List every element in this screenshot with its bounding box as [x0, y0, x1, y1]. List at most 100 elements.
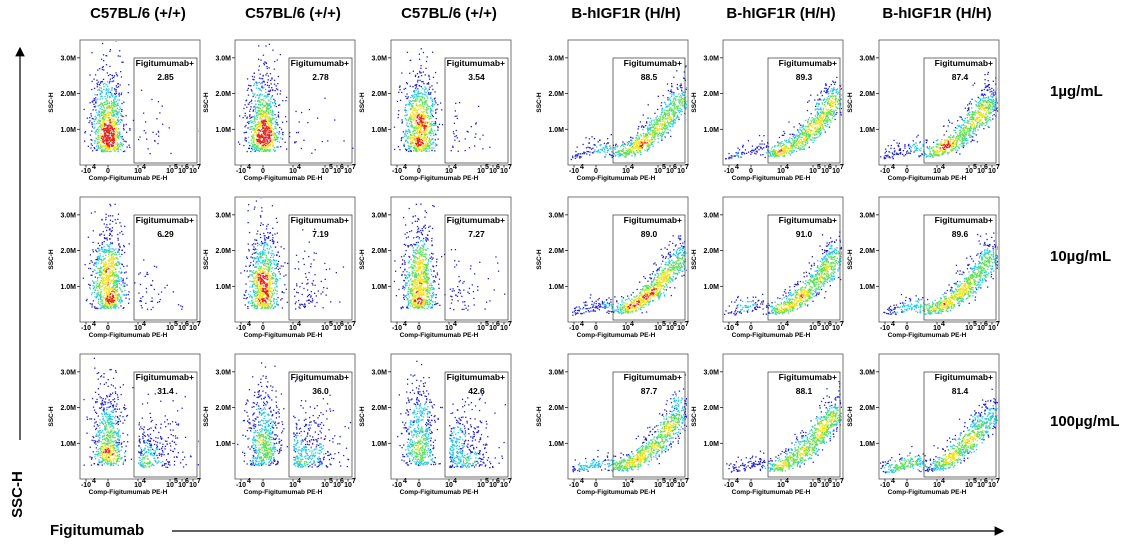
event-dot: [268, 99, 270, 101]
event-dot: [264, 128, 266, 130]
event-dot: [261, 133, 263, 136]
event-dot: [959, 116, 961, 118]
event-dot: [628, 152, 630, 154]
event-dot: [258, 96, 260, 98]
event-dot: [259, 134, 261, 136]
event-dot: [661, 124, 664, 126]
event-dot: [95, 117, 97, 120]
event-dot: [280, 146, 282, 148]
event-dot: [728, 156, 730, 159]
event-dot: [429, 131, 431, 133]
event-dot: [644, 149, 646, 151]
event-dot: [247, 127, 249, 129]
event-dot: [795, 144, 797, 146]
event-dot: [96, 94, 98, 96]
event-dot: [658, 117, 660, 120]
event-dot: [98, 110, 100, 112]
event-dot: [111, 128, 113, 130]
y-tick-label: 1.0M: [371, 127, 387, 134]
event-dot: [625, 149, 627, 152]
event-dot: [663, 125, 666, 127]
event-dot: [416, 122, 418, 124]
event-dot: [262, 110, 264, 112]
event-dot: [115, 137, 117, 139]
event-dot: [909, 145, 911, 148]
event-dot: [113, 103, 115, 105]
event-dot: [421, 118, 424, 120]
event-dot: [102, 117, 104, 119]
event-dot: [784, 146, 786, 148]
event-dot: [113, 141, 115, 144]
event-dot: [424, 134, 427, 136]
event-dot: [129, 128, 131, 130]
event-dot: [610, 147, 612, 149]
event-dot: [795, 143, 798, 145]
event-dot: [822, 116, 824, 118]
event-dot: [415, 142, 417, 144]
event-dot: [425, 124, 427, 127]
event-dot: [426, 109, 428, 111]
event-dot: [425, 137, 427, 139]
event-dot: [418, 112, 420, 115]
event-dot: [403, 145, 405, 147]
event-dot: [260, 123, 262, 125]
event-dot: [667, 117, 669, 120]
event-dot: [429, 139, 431, 141]
event-dot: [429, 125, 431, 128]
event-dot: [592, 147, 594, 149]
event-dot: [168, 127, 170, 129]
event-dot: [627, 148, 629, 150]
event-dot: [796, 135, 798, 137]
event-dot: [630, 139, 632, 141]
event-dot: [620, 145, 622, 148]
event-dot: [455, 102, 457, 105]
event-dot: [263, 138, 265, 140]
event-dot: [423, 144, 426, 147]
event-dot: [243, 144, 245, 147]
event-dot: [99, 103, 102, 106]
event-dot: [651, 126, 653, 128]
event-dot: [98, 125, 101, 127]
event-dot: [435, 117, 437, 120]
event-dot: [105, 141, 108, 144]
event-dot: [101, 98, 103, 100]
event-dot: [674, 122, 676, 124]
gate-box: [767, 57, 841, 164]
event-dot: [819, 126, 822, 129]
event-dot: [811, 117, 813, 119]
event-dot: [108, 135, 110, 137]
event-dot: [254, 128, 257, 131]
event-dot: [264, 104, 266, 106]
event-dot: [143, 112, 145, 114]
event-dot: [263, 95, 265, 97]
event-dot: [121, 108, 123, 111]
event-dot: [270, 118, 272, 120]
event-dot: [415, 132, 417, 135]
event-dot: [424, 127, 426, 129]
event-dot: [412, 97, 414, 99]
event-dot: [832, 92, 835, 95]
event-dot: [419, 116, 421, 119]
event-dot: [266, 107, 268, 109]
event-dot: [99, 128, 101, 131]
x-tick-label: 7: [840, 164, 844, 171]
event-dot: [669, 92, 671, 94]
event-dot: [413, 134, 415, 136]
event-dot: [429, 123, 431, 126]
event-dot: [111, 103, 113, 105]
event-dot: [111, 131, 113, 133]
event-dot: [96, 141, 98, 143]
event-dot: [674, 113, 676, 115]
event-dot: [805, 139, 808, 141]
event-dot: [244, 115, 246, 117]
event-dot: [677, 105, 679, 107]
event-dot: [248, 84, 250, 86]
event-dot: [420, 75, 423, 77]
event-dot: [110, 145, 113, 147]
event-dot: [95, 99, 97, 101]
event-dot: [253, 143, 256, 145]
event-dot: [665, 132, 668, 134]
event-dot: [261, 94, 263, 96]
x-tick-label: 10: [622, 168, 630, 175]
event-dot: [669, 99, 671, 101]
